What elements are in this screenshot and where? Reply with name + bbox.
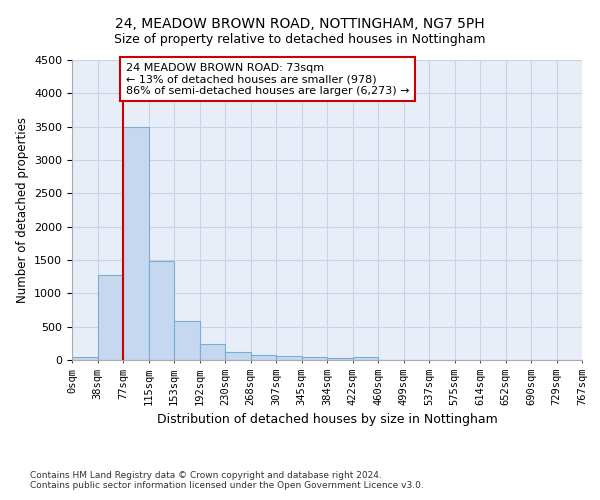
Bar [251, 354, 276, 360]
Bar [97, 274, 123, 360]
Bar [276, 356, 302, 360]
Y-axis label: Number of detached properties: Number of detached properties [16, 117, 29, 303]
Text: 24, MEADOW BROWN ROAD, NOTTINGHAM, NG7 5PH: 24, MEADOW BROWN ROAD, NOTTINGHAM, NG7 5… [115, 18, 485, 32]
Bar [174, 322, 199, 360]
Bar [225, 352, 251, 360]
X-axis label: Distribution of detached houses by size in Nottingham: Distribution of detached houses by size … [157, 414, 497, 426]
Bar [123, 126, 149, 360]
Bar [72, 358, 97, 360]
Text: Contains public sector information licensed under the Open Government Licence v3: Contains public sector information licen… [30, 481, 424, 490]
Text: Contains HM Land Registry data © Crown copyright and database right 2024.: Contains HM Land Registry data © Crown c… [30, 471, 382, 480]
Bar [353, 356, 378, 360]
Bar [149, 262, 174, 360]
Text: Size of property relative to detached houses in Nottingham: Size of property relative to detached ho… [114, 32, 486, 46]
Bar [302, 358, 327, 360]
Text: 24 MEADOW BROWN ROAD: 73sqm
← 13% of detached houses are smaller (978)
86% of se: 24 MEADOW BROWN ROAD: 73sqm ← 13% of det… [125, 62, 409, 96]
Bar [327, 358, 353, 360]
Bar [199, 344, 225, 360]
